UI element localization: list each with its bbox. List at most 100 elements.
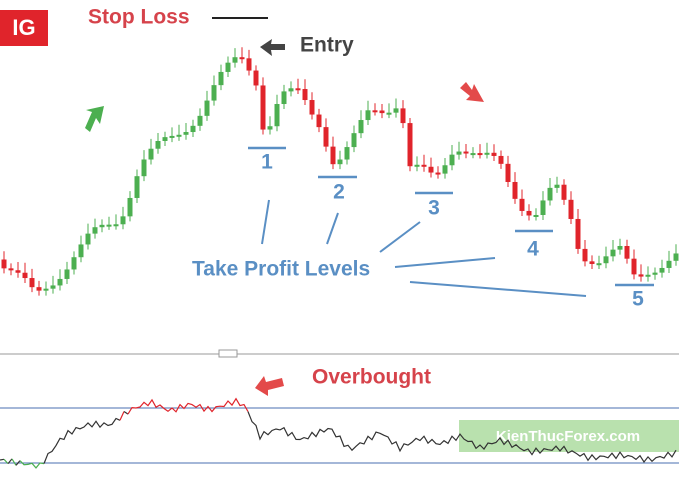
candle [29, 278, 35, 288]
candle [561, 184, 567, 200]
candle [596, 263, 602, 266]
overbought-arrow [255, 376, 284, 396]
candle [316, 114, 322, 128]
candle [99, 224, 105, 228]
candle [267, 126, 273, 130]
entry-label: Entry [300, 34, 354, 57]
candle [589, 261, 595, 264]
level-label: 4 [527, 238, 539, 261]
candle [127, 197, 133, 217]
entry-arrow [260, 39, 285, 56]
oscillator-line [247, 411, 677, 464]
candle [652, 272, 658, 275]
candle [295, 88, 301, 91]
candle [526, 210, 532, 216]
oscillator-line [43, 417, 121, 464]
level-label: 3 [428, 197, 440, 220]
candle [197, 115, 203, 126]
oscillator-line [0, 458, 5, 461]
candle [176, 134, 182, 137]
logo: IG [12, 15, 35, 40]
oscillator-line [19, 460, 45, 469]
oscillator-line [119, 411, 125, 421]
candle [659, 267, 665, 273]
candle [456, 151, 462, 155]
oscillator-line [15, 460, 21, 466]
candle [554, 184, 560, 188]
candle [393, 108, 399, 113]
candle [400, 108, 406, 124]
candle [575, 218, 581, 249]
down-arrow [460, 82, 484, 102]
candle [302, 89, 308, 101]
candle [449, 154, 455, 166]
candle [568, 199, 574, 219]
candle [1, 259, 7, 269]
candle [414, 164, 420, 167]
oscillator-line [127, 397, 249, 415]
watermark-box [459, 420, 679, 452]
level-label: 1 [261, 151, 273, 174]
candle [190, 125, 196, 133]
candle [113, 224, 119, 227]
candle [15, 270, 21, 273]
divider-handle[interactable] [218, 349, 238, 358]
candle [351, 133, 357, 148]
oscillator-line [3, 458, 9, 465]
candle [309, 100, 315, 115]
candle [78, 244, 84, 258]
oscillator-line [123, 410, 129, 415]
candle [281, 91, 287, 105]
candle [330, 146, 336, 165]
candle [225, 62, 231, 72]
candle [71, 257, 77, 270]
candle [673, 253, 679, 261]
candle [505, 163, 511, 182]
candle [624, 246, 630, 259]
candle [120, 216, 126, 225]
level-label: 5 [632, 288, 644, 311]
watermark: KienThucForex.com [496, 428, 640, 445]
candle [540, 200, 546, 215]
oscillator-line [11, 458, 17, 466]
stop-loss-label: Stop Loss [88, 6, 190, 29]
candle [141, 159, 147, 177]
candle [36, 287, 42, 291]
candle [106, 224, 112, 227]
candle [435, 172, 441, 175]
candle [344, 147, 350, 160]
candle [407, 123, 413, 167]
candle [386, 112, 392, 115]
candle [218, 71, 224, 86]
candles [1, 47, 679, 296]
candle [253, 70, 259, 86]
candle [582, 248, 588, 262]
candle [484, 152, 490, 155]
candle [8, 268, 14, 271]
candle [442, 165, 448, 174]
candle [232, 57, 238, 63]
candle [57, 278, 63, 286]
candle [603, 256, 609, 264]
candle [337, 159, 343, 165]
candle [358, 120, 364, 134]
candle [421, 164, 427, 167]
candle [610, 249, 616, 257]
candle [162, 137, 168, 142]
candle [323, 127, 329, 147]
up-arrow [85, 106, 104, 132]
candle [148, 148, 154, 160]
candle [85, 233, 91, 245]
candle [239, 57, 245, 60]
candle [211, 85, 217, 101]
candle [477, 153, 483, 156]
candle [519, 198, 525, 211]
candle [372, 110, 378, 113]
candle [638, 274, 644, 277]
oscillator [0, 397, 677, 469]
candle [666, 260, 672, 268]
candle [470, 153, 476, 156]
candle [631, 258, 637, 275]
